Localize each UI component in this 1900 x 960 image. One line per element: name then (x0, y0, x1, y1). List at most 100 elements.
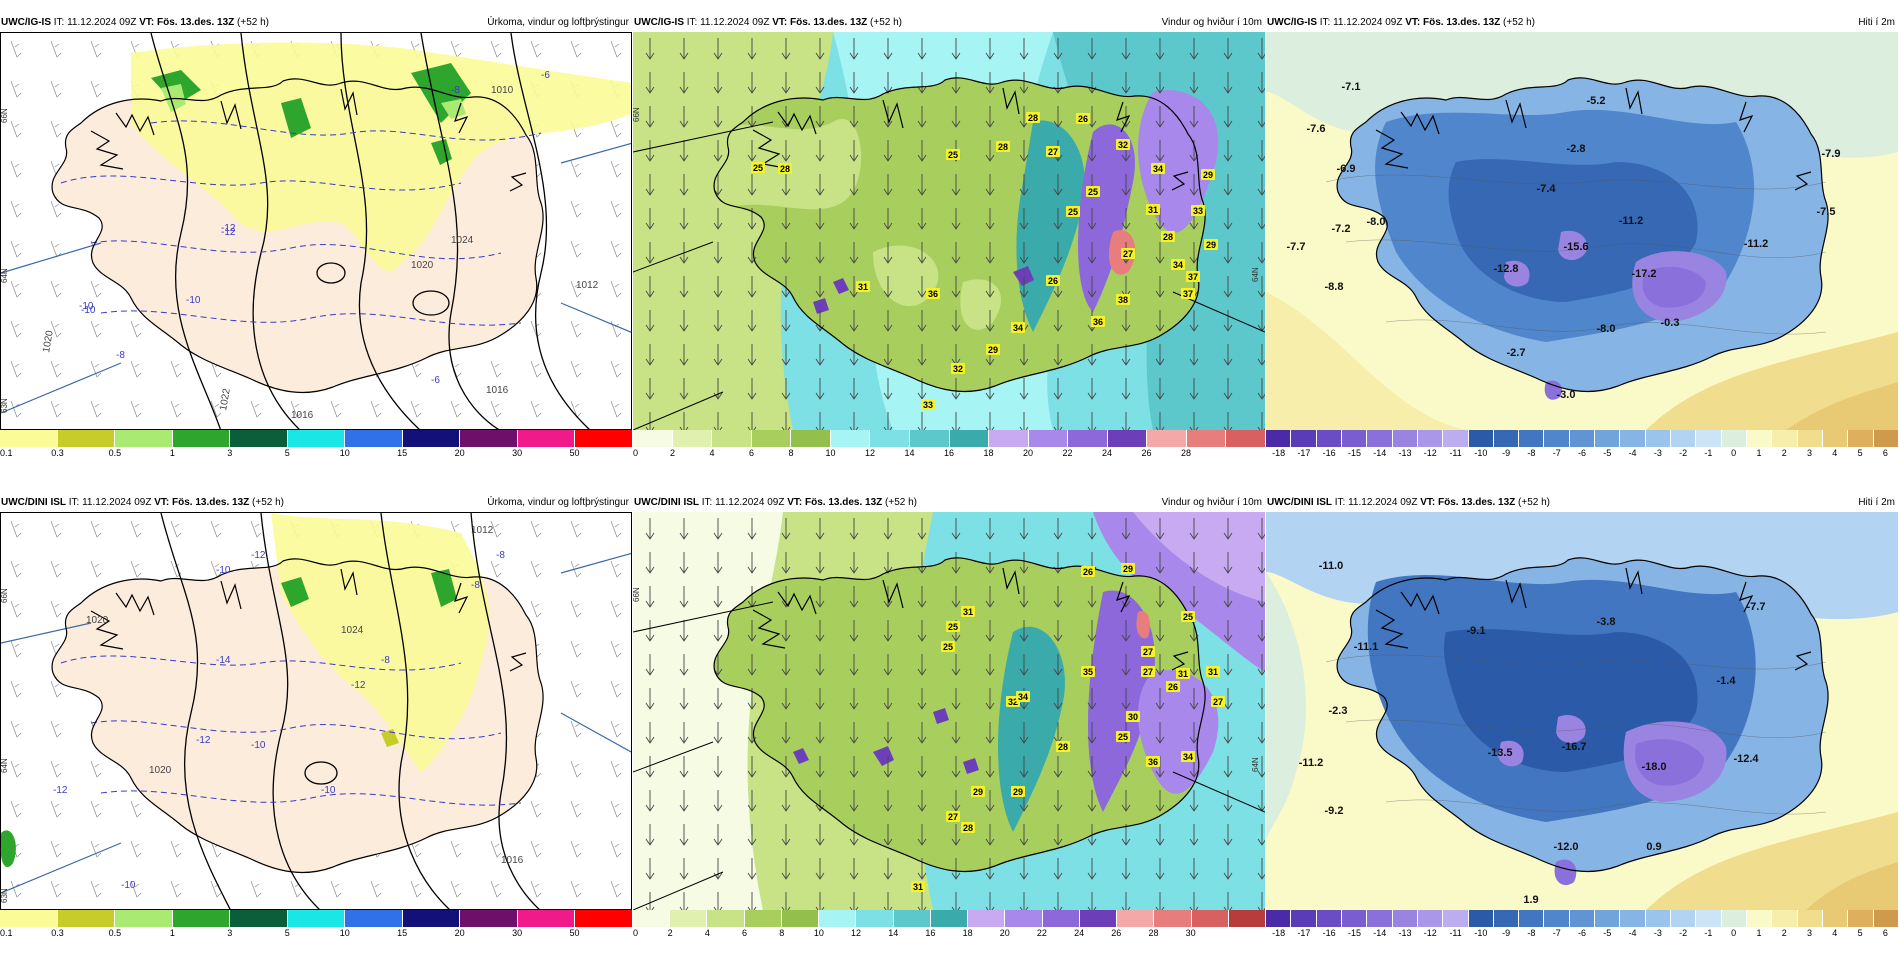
valid-time: VT: Fös. 13.des. 13Z (787, 497, 883, 508)
valid-time: VT: Fös. 13.des. 13Z (139, 17, 235, 28)
colorbar-cell (287, 910, 346, 927)
pressure-label: 1012 (576, 280, 599, 291)
gust-label: 31 (911, 881, 925, 892)
colorbar-ticks: 0 2 4 6 8 10 12 14 16 18 20 22 24 26 28 30 (633, 928, 1265, 942)
gust-label: 27 (1121, 248, 1135, 259)
gust-label: 31 (856, 281, 870, 292)
svg-text:25: 25 (943, 642, 953, 652)
colorbar-tick-label: 6 (748, 448, 755, 458)
colorbar-cell (1721, 910, 1747, 927)
panel-dini-wind: UWC/DINI ISL IT: 11.12.2024 09Z VT: Fös.… (633, 494, 1265, 960)
temperature-map[interactable]: -7.1 -5.2 -7.6 -2.8 -7.9 -6.9 -7.4 -7.5 -11.2 -7.… (1266, 32, 1898, 430)
colorbar-cell (1468, 430, 1494, 447)
gust-label: 34 (1151, 163, 1165, 174)
temp-point-label: -11.0 (1319, 560, 1343, 572)
pressure-label: 1016 (501, 855, 524, 866)
colorbar-tick-label: 4 (709, 448, 715, 458)
colorbar-cell (1772, 910, 1798, 927)
colorbar-tick-label: 2 (669, 448, 676, 458)
colorbar-tick-label: 0 (1731, 448, 1737, 458)
colorbar (633, 430, 1265, 447)
colorbar-cell (930, 910, 969, 927)
lat-label-66n: 66N (1, 588, 9, 603)
colorbar-cell (1848, 430, 1874, 447)
colorbar-tick-label: 3 (227, 448, 233, 458)
colorbar-cell (744, 910, 782, 927)
colorbar-tick-label: 26 (1111, 928, 1122, 938)
colorbar-cell (1493, 910, 1520, 927)
colorbar-tick-label: 16 (925, 928, 936, 938)
temp-point-label: -9.2 (1325, 805, 1344, 817)
colorbar-cell (1671, 910, 1697, 927)
temp-point-label: -13.5 (1487, 747, 1512, 759)
temp-isoline-label: -12 (221, 227, 236, 238)
colorbar-cell (1873, 910, 1898, 927)
colorbar-cell (1519, 910, 1545, 927)
colorbar-cell (57, 910, 116, 927)
temp-point-label: -0.3 (1661, 317, 1680, 329)
colorbar-tick-label: -15 (1347, 448, 1361, 458)
panel-dini-temp: UWC/DINI ISL IT: 11.12.2024 09Z VT: Fös.… (1266, 494, 1898, 960)
svg-text:37: 37 (1188, 272, 1198, 282)
init-time: IT: 11.12.2024 09Z (701, 497, 785, 508)
colorbar-tick-label: 8 (779, 928, 785, 938)
colorbar-cell (1392, 430, 1418, 447)
colorbar-cell (115, 910, 173, 927)
init-time: IT: 11.12.2024 09Z (68, 497, 152, 508)
panel-header: UWC/DINI ISL IT: 11.12.2024 09Z VT: Fös.… (1266, 494, 1898, 512)
colorbar-cell (1367, 430, 1393, 447)
colorbar-cell (1746, 910, 1773, 927)
gust-label: 28 (778, 163, 792, 174)
wind-map[interactable]: 66N 64N 28 26 25 28 27 32 34 29 25 25 31 33 28 29 34 31… (633, 32, 1265, 430)
colorbar-tick-label: -16 (1322, 928, 1336, 938)
colorbar-tick-label: -4 (1628, 928, 1637, 938)
panel-igis-temp: UWC/IG-IS IT: 11.12.2024 09Z VT: Fös. 13… (1266, 14, 1898, 480)
colorbar-tick-label: 4 (1832, 928, 1838, 938)
gust-label: 28 (996, 141, 1010, 152)
precip-map[interactable]: 66N 64N 63N -12 -8 -10 -8 -14 -12 -10 -1… (0, 512, 632, 910)
svg-text:25: 25 (753, 163, 763, 173)
colorbar-tick-label: 0.1 (0, 928, 13, 938)
colorbar-tick-label: -18 (1272, 928, 1286, 938)
colorbar-tick-label: -6 (1577, 448, 1587, 458)
temp-point-label: -8.0 (1367, 216, 1386, 228)
colorbar-tick-label: 5 (284, 928, 290, 938)
lead-time: (+52 h) (1518, 497, 1551, 508)
colorbar-cell (870, 430, 910, 447)
colorbar-cell (402, 910, 461, 927)
temperature-map[interactable]: -11.0 -3.8 -7.7 -9.1 -11.1 -1.4 -2.3 -11.2 -16.7… (1266, 512, 1898, 910)
svg-text:29: 29 (988, 345, 998, 355)
colorbar-tick-label: 16 (943, 448, 955, 458)
gust-label: 27 (946, 811, 960, 822)
colorbar-cell (1042, 910, 1080, 927)
colorbar-tick-label: 3 (1807, 928, 1813, 938)
svg-text:29: 29 (973, 787, 983, 797)
colorbar-tick-label: 10 (339, 928, 350, 938)
temp-point-label: -7.7 (1287, 241, 1306, 253)
svg-text:33: 33 (1193, 206, 1203, 216)
temp-point-label: -2.7 (1507, 347, 1526, 359)
colorbar-cell (1154, 910, 1192, 927)
colorbar (0, 430, 633, 447)
colorbar (633, 910, 1265, 927)
svg-text:29: 29 (1206, 240, 1216, 250)
lat-label-63n: 63N (1, 888, 9, 903)
colorbar-tick-label: 6 (742, 928, 748, 938)
wind-map[interactable]: 66N 64N 26 29 25 25 31 27 25 27 31 35 32 34 31 26 27 30… (633, 512, 1265, 910)
panel-title: Hiti í 2m (1858, 497, 1895, 508)
gust-label: 29 (1204, 239, 1218, 250)
colorbar-cell (1191, 910, 1229, 927)
svg-text:28: 28 (780, 164, 790, 174)
model-name: UWC/DINI ISL (1267, 497, 1332, 508)
panel-dini-precip: UWC/DINI ISL IT: 11.12.2024 09Z VT: Fös.… (0, 494, 633, 960)
colorbar-tick-label: 10 (813, 928, 824, 938)
precip-map[interactable]: 66N 64N 63N -6 -8 -10 -12 -10 -8 -6 -10 … (0, 32, 632, 430)
colorbar-cell (1147, 430, 1187, 447)
gust-label: 33 (921, 399, 935, 410)
colorbar-cell (517, 430, 576, 447)
temp-point-label: -1.4 (1717, 675, 1737, 687)
svg-text:31: 31 (1208, 667, 1218, 677)
colorbar-tick-label: -3 (1653, 928, 1662, 938)
colorbar-cell (575, 910, 633, 927)
temp-point-label: -15.6 (1563, 241, 1588, 253)
